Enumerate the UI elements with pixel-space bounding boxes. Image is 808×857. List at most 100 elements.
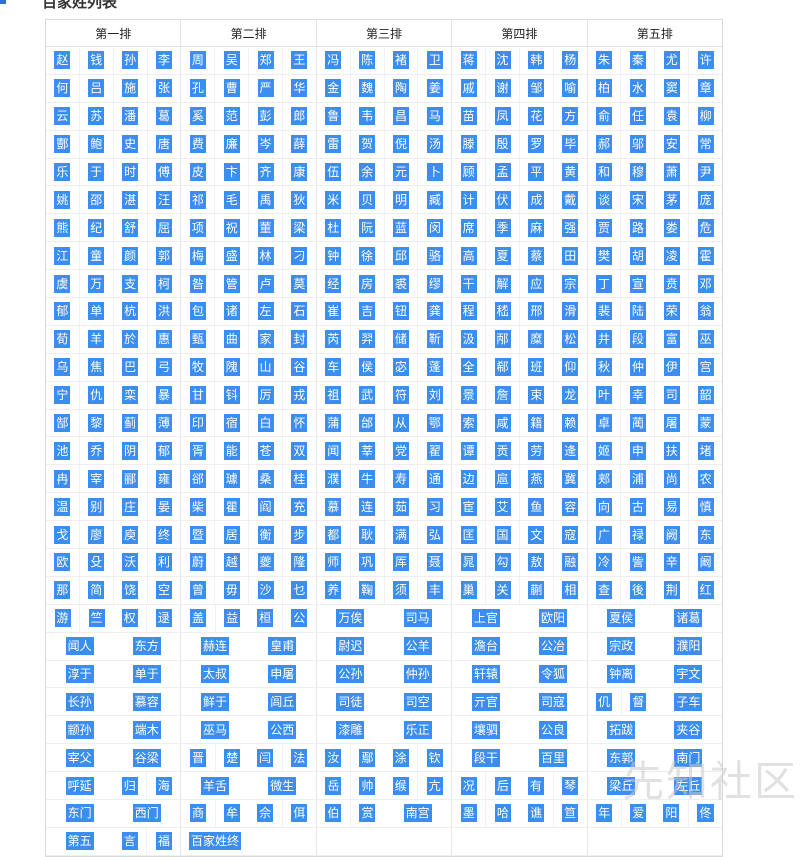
table-cell: 冷 xyxy=(588,549,622,576)
table-cell: 沈 xyxy=(486,47,520,74)
surname-highlight: 戚 xyxy=(460,79,477,98)
table-cell: 冉 xyxy=(46,465,80,493)
surname-highlight: 夔 xyxy=(257,553,274,572)
surname-highlight: 雷 xyxy=(325,135,342,154)
table-cell: 郏 xyxy=(588,465,622,493)
slot: 太叔 xyxy=(181,661,248,688)
surname-highlight: 章 xyxy=(697,79,714,98)
surname-highlight: 龚 xyxy=(426,302,443,321)
table-cell: 有 xyxy=(519,772,554,800)
slot: 司马 xyxy=(384,605,451,632)
table-cell: 竺 xyxy=(80,605,113,632)
surname-highlight: 鄢 xyxy=(359,748,376,767)
table-cell: 亢 xyxy=(418,772,451,799)
row-group: 戚谢邹喻 xyxy=(452,74,588,102)
surname-highlight: 祝 xyxy=(223,218,240,237)
surname-highlight: 廉 xyxy=(223,135,240,154)
surname-highlight: 厉 xyxy=(257,386,274,405)
table-cell: 逄 xyxy=(554,437,587,464)
table-cell: 杭 xyxy=(114,298,148,325)
table-cell: 符 xyxy=(385,381,419,409)
surname-highlight: 汲 xyxy=(460,330,477,349)
surname-highlight: 盖 xyxy=(189,609,206,628)
row-group: 高夏蔡田 xyxy=(452,242,588,270)
surname-highlight: 岑 xyxy=(257,135,274,154)
slot: 壤驷 xyxy=(452,716,519,743)
surname-highlight: 周 xyxy=(189,51,206,70)
surname-highlight: 夏 xyxy=(494,246,511,265)
table-cell: 陶 xyxy=(385,74,419,102)
surname-highlight: 茹 xyxy=(392,497,409,516)
table-cell: 芮 xyxy=(317,325,351,353)
surname-highlight: 劳 xyxy=(528,441,545,460)
surname-highlight: 昌 xyxy=(392,107,409,126)
table-cell: 曲 xyxy=(215,325,250,353)
surname-highlight: 毛 xyxy=(223,190,240,209)
surname-highlight: 谢 xyxy=(494,79,511,98)
table-cell: 高 xyxy=(452,242,487,270)
surname-highlight: 充 xyxy=(291,497,308,516)
surname-highlight: 谭 xyxy=(460,441,477,460)
row-group: 金魏陶姜 xyxy=(317,74,453,102)
surname-highlight: 申 xyxy=(629,441,646,460)
table-cell: 颜 xyxy=(114,242,148,270)
surname-highlight: 海 xyxy=(155,776,172,795)
surname-highlight: 濮阳 xyxy=(674,637,703,656)
row-group: 伍余元卜 xyxy=(317,158,453,186)
surname-highlight: 柴 xyxy=(189,497,206,516)
surname-highlight: 宗 xyxy=(562,274,579,293)
table-cell: 贡 xyxy=(486,437,520,465)
row-group: 昝管卢莫 xyxy=(181,270,317,298)
surname-highlight: 云 xyxy=(54,107,71,126)
table-cell: 郁 xyxy=(46,298,80,325)
table-cell: 钟离 xyxy=(588,661,655,688)
surname-highlight: 竺 xyxy=(88,609,105,628)
table-cell: 仲 xyxy=(621,353,656,381)
row-group: 广禄阙东 xyxy=(588,521,722,549)
table-cell: 贲 xyxy=(655,270,690,298)
surname-highlight: 明 xyxy=(392,190,409,209)
table-cell: 秦 xyxy=(621,47,656,74)
table-cell: 万 xyxy=(80,270,114,298)
table-cell: 娄 xyxy=(655,214,690,242)
table-cell: 璩 xyxy=(215,465,250,493)
table-cell: 太叔 xyxy=(181,661,248,688)
table-cell: 毕 xyxy=(554,131,587,158)
table-cell: 黄 xyxy=(554,159,587,186)
table-cell: 乐正 xyxy=(384,716,451,743)
surname-highlight: 第五 xyxy=(65,832,94,851)
table-row: 熊纪舒屈项祝董梁杜阮蓝闵席季麻强贾路娄危 xyxy=(46,214,722,243)
row-group: 祖武符刘 xyxy=(317,381,453,409)
surname-highlight: 萧 xyxy=(663,163,680,181)
table-cell: 倪 xyxy=(385,130,419,158)
table-cell: 宣 xyxy=(621,270,656,298)
table-cell: 宓 xyxy=(385,353,419,381)
table-cell: 池 xyxy=(46,437,80,465)
surname-highlight: 殳 xyxy=(88,553,105,572)
slot xyxy=(588,828,655,855)
row-group: 顾孟平黄 xyxy=(452,158,588,186)
table-cell: 水 xyxy=(621,74,656,102)
table-cell: 龙 xyxy=(554,382,587,409)
surname-highlight: 应 xyxy=(528,274,545,293)
surname-highlight: 佘 xyxy=(257,804,274,823)
surname-highlight: 万俟 xyxy=(336,609,365,628)
slot xyxy=(655,828,722,855)
surname-highlight: 傅 xyxy=(156,163,173,181)
table-cell: 孙 xyxy=(114,47,148,74)
surname-highlight: 单 xyxy=(88,302,105,321)
surname-highlight: 燕 xyxy=(528,469,545,488)
table-cell: 茹 xyxy=(385,493,419,521)
table-cell: 秋 xyxy=(588,353,622,381)
table-cell: 柳 xyxy=(689,103,722,130)
table-cell: 于 xyxy=(80,158,114,186)
table-cell: 归 xyxy=(113,772,148,800)
table-cell: 房 xyxy=(351,270,385,298)
surname-highlight: 孟 xyxy=(494,163,511,181)
table-cell: 梁 xyxy=(283,214,316,241)
table-cell: 宰 xyxy=(80,465,114,493)
column-header: 第三排 xyxy=(317,20,453,46)
surname-highlight: 公冶 xyxy=(539,637,568,656)
slot: 盖益 xyxy=(181,604,248,632)
table-cell: 舒 xyxy=(114,214,148,242)
